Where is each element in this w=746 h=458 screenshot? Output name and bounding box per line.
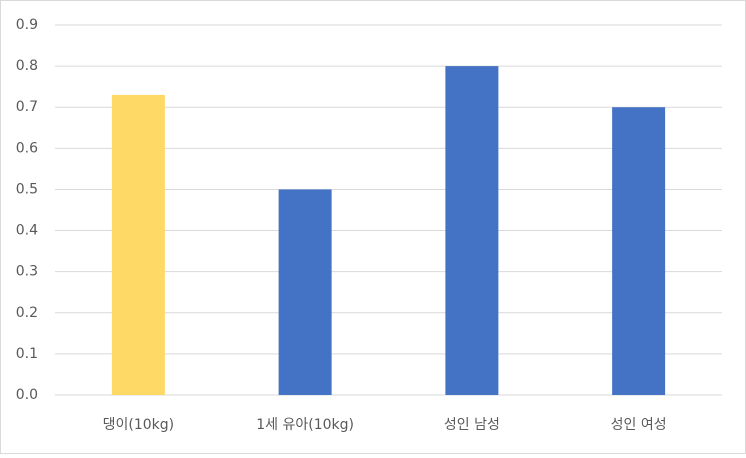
y-tick-label: 0.6 bbox=[16, 140, 38, 156]
y-tick-label: 0.4 bbox=[16, 223, 38, 239]
x-tick-label: 1세 유아(10kg) bbox=[256, 417, 354, 433]
bar bbox=[111, 94, 165, 395]
y-tick-label: 0.8 bbox=[16, 58, 38, 74]
x-tick-label: 성인 남성 bbox=[444, 417, 500, 433]
y-tick-label: 0.0 bbox=[16, 387, 38, 403]
y-tick-label: 0.5 bbox=[16, 181, 38, 197]
x-tick-label: 댕이(10kg) bbox=[103, 417, 175, 433]
bar bbox=[445, 66, 499, 395]
y-tick-label: 0.9 bbox=[16, 17, 38, 33]
bar bbox=[278, 189, 332, 395]
y-tick-label: 0.2 bbox=[16, 305, 38, 321]
y-tick-label: 0.7 bbox=[16, 99, 38, 115]
bar bbox=[612, 107, 666, 395]
y-tick-label: 0.1 bbox=[16, 346, 38, 362]
y-tick-label: 0.3 bbox=[16, 264, 38, 280]
x-tick-label: 성인 여성 bbox=[611, 417, 667, 433]
